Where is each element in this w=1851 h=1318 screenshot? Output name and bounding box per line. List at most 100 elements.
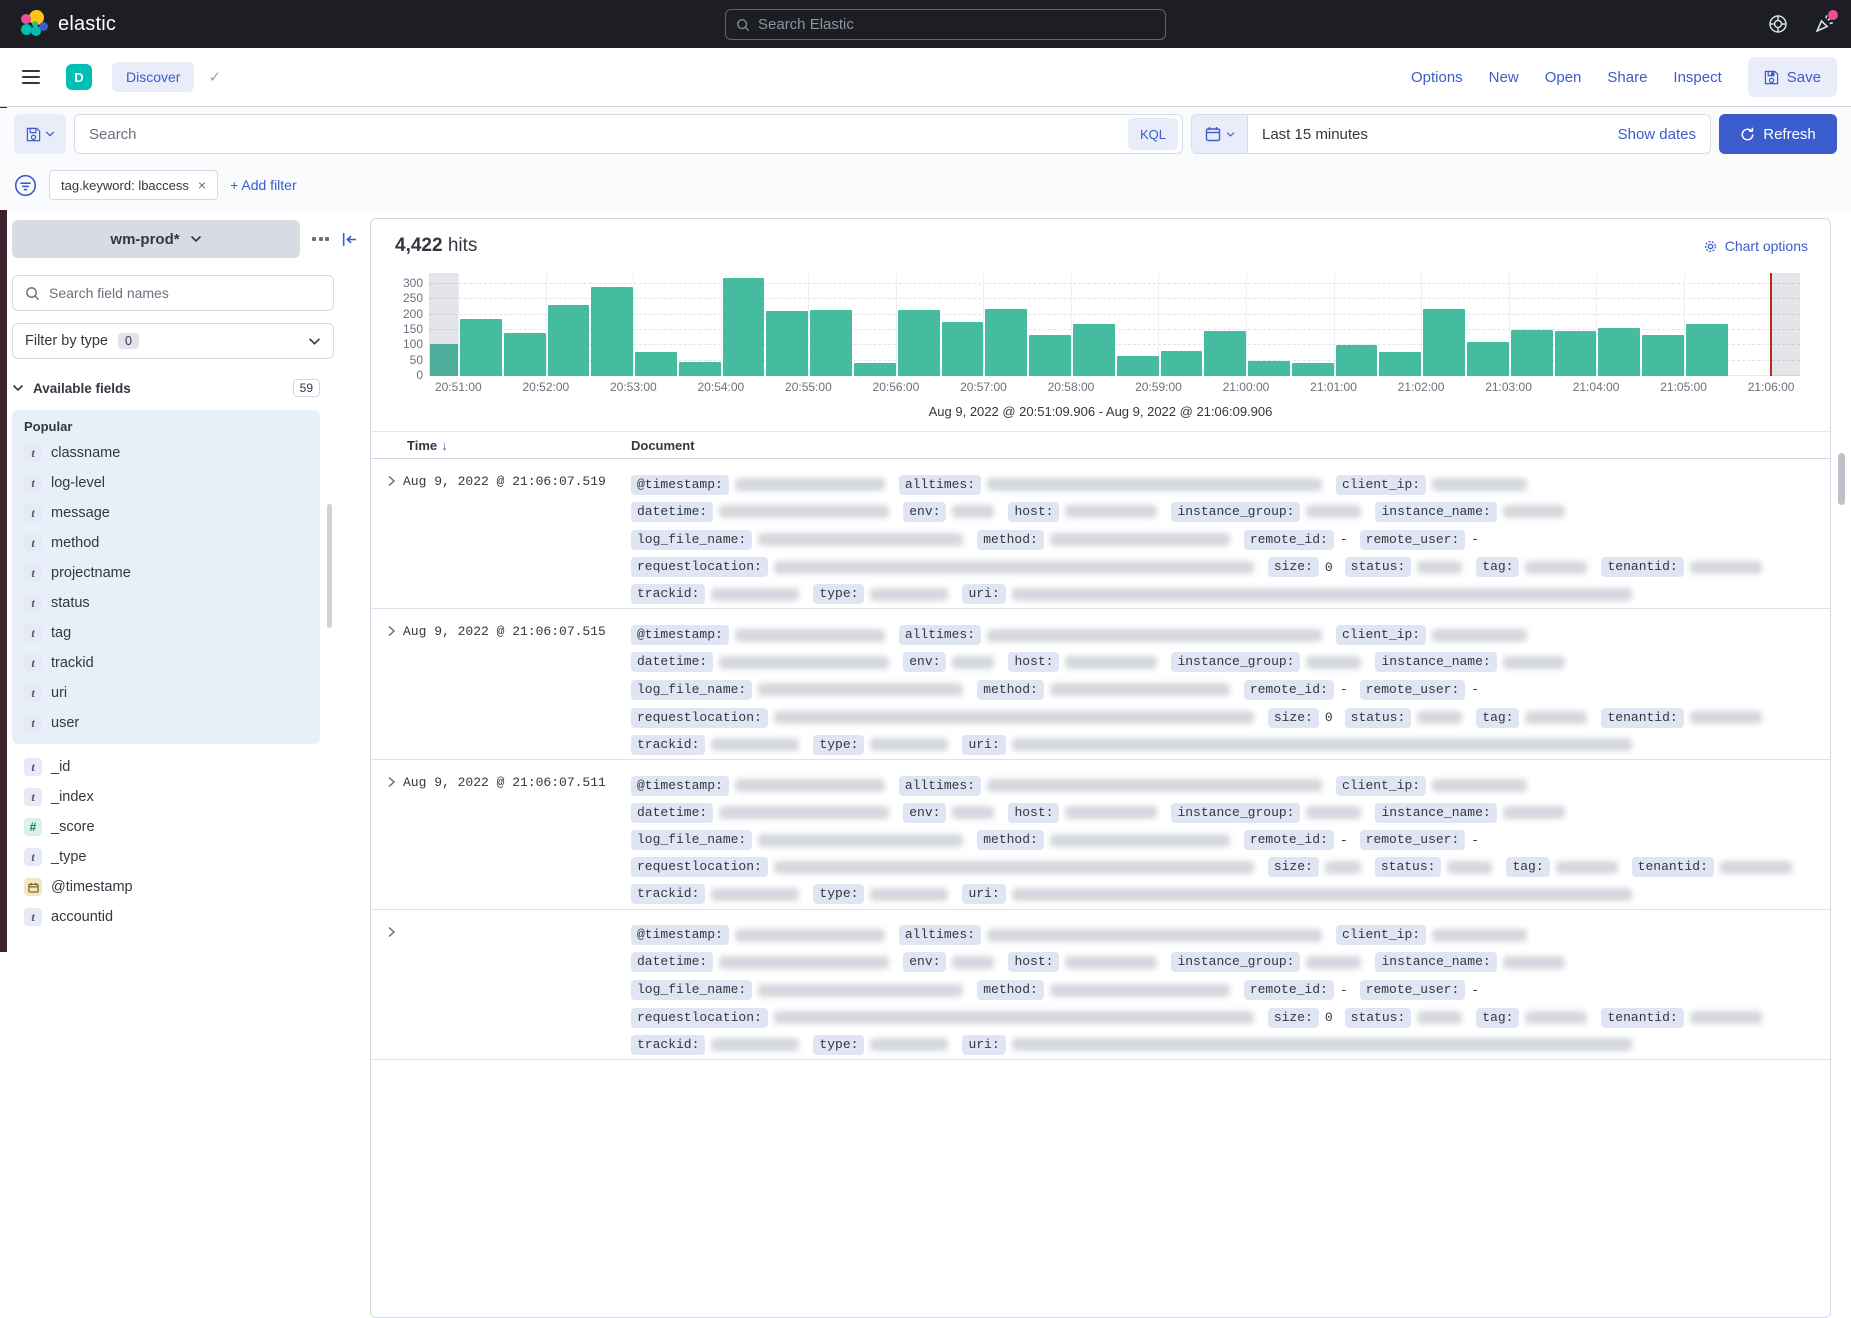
doc-field-badge[interactable]: type:	[813, 584, 864, 604]
doc-field-badge[interactable]: @timestamp:	[631, 475, 729, 495]
doc-field-badge[interactable]: trackid:	[631, 884, 705, 904]
field-item-_id[interactable]: t_id	[24, 752, 308, 782]
toolbar-link-share[interactable]: Share	[1607, 69, 1647, 86]
help-icon[interactable]	[1767, 13, 1789, 35]
doc-field-badge[interactable]: instance_name:	[1375, 502, 1496, 522]
field-item-_index[interactable]: t_index	[24, 782, 308, 812]
doc-field-badge[interactable]: remote_id:	[1244, 680, 1334, 700]
doc-field-badge[interactable]: tag:	[1476, 557, 1519, 577]
row-document[interactable]: @timestamp:alltimes:client_ip:datetime:e…	[631, 773, 1830, 909]
index-pattern-selector[interactable]: wm-prod*	[12, 220, 300, 258]
doc-field-badge[interactable]: requestlocation:	[631, 557, 768, 577]
histogram-bar[interactable]	[766, 311, 808, 376]
doc-field-badge[interactable]: host:	[1008, 502, 1059, 522]
time-range-value[interactable]: Last 15 minutes	[1262, 126, 1368, 143]
doc-field-badge[interactable]: tenantid:	[1632, 857, 1714, 877]
histogram-bar[interactable]	[460, 319, 502, 376]
doc-field-badge[interactable]: instance_group:	[1171, 803, 1300, 823]
doc-field-badge[interactable]: host:	[1008, 952, 1059, 972]
histogram-bar[interactable]	[1117, 356, 1159, 376]
doc-field-badge[interactable]: size:	[1268, 708, 1319, 728]
histogram-bar[interactable]	[1511, 330, 1553, 376]
histogram-bar[interactable]	[1467, 342, 1509, 376]
histogram-bar[interactable]	[985, 309, 1027, 376]
filter-by-type-select[interactable]: Filter by type 0	[12, 323, 334, 359]
row-document[interactable]: @timestamp:alltimes:client_ip:datetime:e…	[631, 923, 1830, 1059]
field-item-accountid[interactable]: taccountid	[24, 902, 308, 932]
doc-field-badge[interactable]: host:	[1008, 652, 1059, 672]
filter-pill-tag-keyword[interactable]: tag.keyword: lbaccess ×	[49, 170, 218, 200]
elastic-logo-icon[interactable]	[20, 10, 48, 38]
histogram-bar[interactable]	[1292, 363, 1334, 376]
row-document[interactable]: @timestamp:alltimes:client_ip:datetime:e…	[631, 472, 1830, 608]
doc-field-badge[interactable]: requestlocation:	[631, 857, 768, 877]
field-item-trackid[interactable]: ttrackid	[24, 648, 308, 678]
histogram-bar[interactable]	[1161, 351, 1203, 376]
doc-field-badge[interactable]: log_file_name:	[631, 980, 752, 1000]
remove-filter-icon[interactable]: ×	[198, 177, 206, 193]
doc-field-badge[interactable]: alltimes:	[899, 776, 981, 796]
calendar-menu-button[interactable]	[1192, 115, 1248, 153]
doc-field-badge[interactable]: uri:	[962, 735, 1005, 755]
histogram-bar[interactable]	[1423, 309, 1465, 376]
row-timestamp[interactable]: Aug 9, 2022 @ 21:06:07.511	[403, 773, 631, 790]
histogram-bar[interactable]	[635, 352, 677, 376]
histogram-bar[interactable]	[679, 362, 721, 376]
histogram-bar[interactable]	[1073, 324, 1115, 376]
sidebar-scrollbar[interactable]	[327, 504, 332, 628]
doc-field-badge[interactable]: method:	[977, 680, 1044, 700]
field-item-user[interactable]: tuser	[24, 708, 308, 738]
field-item-message[interactable]: tmessage	[24, 498, 308, 528]
doc-field-badge[interactable]: type:	[813, 735, 864, 755]
kql-language-badge[interactable]: KQL	[1128, 118, 1178, 150]
available-fields-header[interactable]: Available fields 59	[12, 379, 320, 397]
field-item-uri[interactable]: turi	[24, 678, 308, 708]
doc-field-badge[interactable]: size:	[1268, 1008, 1319, 1028]
field-item-_type[interactable]: t_type	[24, 842, 308, 872]
doc-field-badge[interactable]: uri:	[962, 1035, 1005, 1055]
histogram-bar[interactable]	[942, 322, 984, 376]
doc-field-badge[interactable]: env:	[903, 502, 946, 522]
toolbar-link-inspect[interactable]: Inspect	[1673, 69, 1721, 86]
doc-field-badge[interactable]: instance_group:	[1171, 502, 1300, 522]
doc-field-badge[interactable]: remote_user:	[1360, 680, 1466, 700]
histogram-bar[interactable]	[591, 287, 633, 376]
doc-field-badge[interactable]: host:	[1008, 803, 1059, 823]
histogram-bar[interactable]	[1598, 328, 1640, 376]
field-item-projectname[interactable]: tprojectname	[24, 558, 308, 588]
doc-field-badge[interactable]: datetime:	[631, 652, 713, 672]
histogram-bar[interactable]	[1379, 352, 1421, 376]
toolbar-link-new[interactable]: New	[1489, 69, 1519, 86]
doc-field-badge[interactable]: datetime:	[631, 803, 713, 823]
doc-field-badge[interactable]: client_ip:	[1336, 776, 1426, 796]
menu-hamburger-icon[interactable]	[22, 70, 40, 84]
expand-row-icon[interactable]	[379, 773, 403, 789]
doc-field-badge[interactable]: remote_user:	[1360, 830, 1466, 850]
doc-field-badge[interactable]: env:	[903, 952, 946, 972]
query-input-box[interactable]: KQL	[74, 114, 1183, 154]
doc-field-badge[interactable]: requestlocation:	[631, 708, 768, 728]
expand-row-icon[interactable]	[379, 923, 403, 939]
histogram-bar[interactable]	[1204, 331, 1246, 377]
boxes-menu-icon[interactable]	[312, 237, 329, 241]
doc-field-badge[interactable]: instance_name:	[1375, 952, 1496, 972]
doc-field-badge[interactable]: size:	[1268, 857, 1319, 877]
doc-field-badge[interactable]: log_file_name:	[631, 830, 752, 850]
doc-field-badge[interactable]: status:	[1345, 1008, 1412, 1028]
doc-field-badge[interactable]: @timestamp:	[631, 776, 729, 796]
news-party-icon[interactable]	[1813, 13, 1835, 35]
doc-field-badge[interactable]: requestlocation:	[631, 1008, 768, 1028]
histogram-bar[interactable]	[898, 310, 940, 376]
doc-field-badge[interactable]: remote_id:	[1244, 830, 1334, 850]
histogram-bar[interactable]	[854, 363, 896, 376]
hits-histogram[interactable]: 050100150200250300	[395, 273, 1800, 376]
doc-field-badge[interactable]: instance_group:	[1171, 952, 1300, 972]
time-column-header[interactable]: Time ↓	[407, 438, 631, 453]
histogram-bar[interactable]	[1336, 345, 1378, 376]
doc-field-badge[interactable]: client_ip:	[1336, 475, 1426, 495]
field-item-classname[interactable]: tclassname	[24, 438, 308, 468]
app-badge[interactable]: D	[66, 64, 92, 90]
doc-field-badge[interactable]: uri:	[962, 884, 1005, 904]
sort-descending-icon[interactable]: ↓	[441, 438, 448, 453]
global-search-box[interactable]	[725, 9, 1166, 40]
